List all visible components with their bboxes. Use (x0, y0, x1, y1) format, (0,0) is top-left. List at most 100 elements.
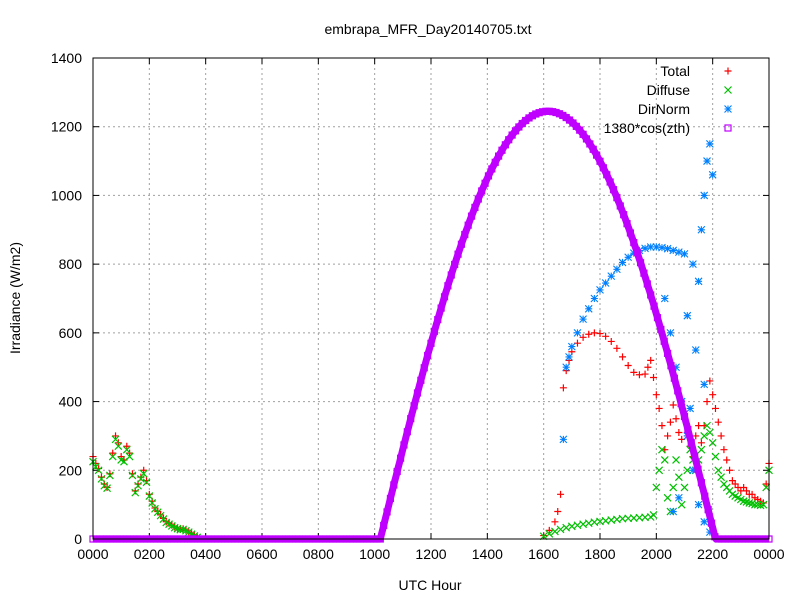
data-point (573, 328, 582, 337)
data-point (672, 456, 680, 464)
data-point (481, 179, 489, 187)
data-point (756, 501, 765, 510)
data-point (658, 445, 666, 454)
data-point (585, 330, 593, 338)
data-point (630, 238, 638, 247)
data-point (703, 157, 711, 165)
legend-label: Diffuse (647, 82, 691, 98)
data-point (111, 435, 120, 444)
data-point (691, 452, 699, 460)
x-tick-label: 1000 (359, 546, 390, 562)
data-point (683, 466, 692, 475)
x-tick-label: 1400 (472, 546, 503, 562)
data-point (635, 371, 643, 379)
data-point (652, 243, 661, 251)
data-point (484, 172, 493, 180)
data-point (658, 243, 666, 252)
data-point (444, 282, 452, 290)
data-point (670, 374, 678, 382)
x-axis-ticks: 0000 0200 0400 0600 0800 1000 1200 1400 1600 1800… (77, 58, 785, 562)
data-point (125, 452, 134, 461)
data-point (606, 178, 614, 186)
data-point (674, 387, 682, 395)
data-point (613, 194, 621, 202)
legend-marker (724, 105, 732, 113)
grid (93, 58, 769, 539)
data-point (139, 469, 148, 478)
data-point (114, 442, 123, 451)
data-point (105, 471, 114, 480)
data-point (109, 449, 117, 457)
x-tick-label: 0600 (246, 546, 277, 562)
data-point (618, 258, 627, 267)
data-point (103, 484, 112, 493)
data-point (663, 493, 672, 502)
data-point (613, 265, 621, 274)
data-point (584, 304, 593, 313)
data-point (700, 380, 709, 389)
legend-marker (724, 86, 732, 94)
data-point (697, 225, 706, 234)
data-point (559, 384, 567, 392)
data-point (644, 363, 652, 371)
data-point (556, 525, 565, 534)
data-point (704, 506, 712, 514)
y-axis-label: Irradiance (W/m2) (7, 242, 23, 354)
data-point (672, 363, 680, 372)
data-point (652, 483, 661, 492)
x-tick-label: 1800 (584, 546, 615, 562)
data-point (683, 311, 692, 320)
data-point (667, 362, 675, 370)
y-tick-label: 1000 (51, 187, 82, 203)
data-point (567, 342, 576, 351)
data-point (660, 337, 668, 345)
data-point (386, 494, 395, 503)
data-point (474, 195, 482, 203)
data-point (451, 260, 459, 269)
data-point (647, 291, 655, 299)
plot-frame (92, 57, 770, 540)
data-point (596, 286, 604, 294)
data-point (694, 277, 703, 286)
data-point (700, 517, 709, 526)
data-point (650, 302, 658, 310)
data-point (613, 344, 621, 352)
data-point (447, 271, 455, 279)
data-point (128, 471, 137, 480)
x-tick-label: 1600 (528, 546, 559, 562)
data-point (692, 432, 700, 440)
x-tick-label: 0200 (134, 546, 165, 562)
data-point (705, 528, 714, 537)
data-point (559, 435, 568, 444)
data-point (410, 402, 418, 410)
data-point (134, 481, 142, 490)
data-point (390, 481, 398, 489)
data-point (424, 351, 432, 360)
data-point (380, 521, 388, 530)
data-point (557, 490, 565, 498)
data-point (602, 332, 610, 340)
legend-label: DirNorm (638, 101, 690, 117)
data-point (674, 493, 683, 502)
data-point (471, 203, 479, 212)
x-tick-label: 0000 (77, 546, 108, 562)
x-tick-label: 2000 (641, 546, 672, 562)
data-point (714, 466, 723, 475)
data-point (461, 230, 469, 239)
data-point (430, 327, 438, 335)
data-point (413, 389, 422, 397)
data-point (666, 418, 674, 426)
data-point (677, 500, 686, 509)
x-tick-label: 0800 (303, 546, 334, 562)
data-point (700, 432, 709, 440)
data-point (664, 432, 672, 440)
legend-label: 1380*cos(zth) (604, 120, 690, 136)
data-point (677, 400, 685, 408)
data-point (669, 246, 678, 255)
data-point (136, 474, 145, 483)
data-point (551, 527, 559, 536)
data-point (646, 243, 655, 251)
data-point (623, 220, 631, 228)
x-tick-label: 2200 (697, 546, 728, 562)
